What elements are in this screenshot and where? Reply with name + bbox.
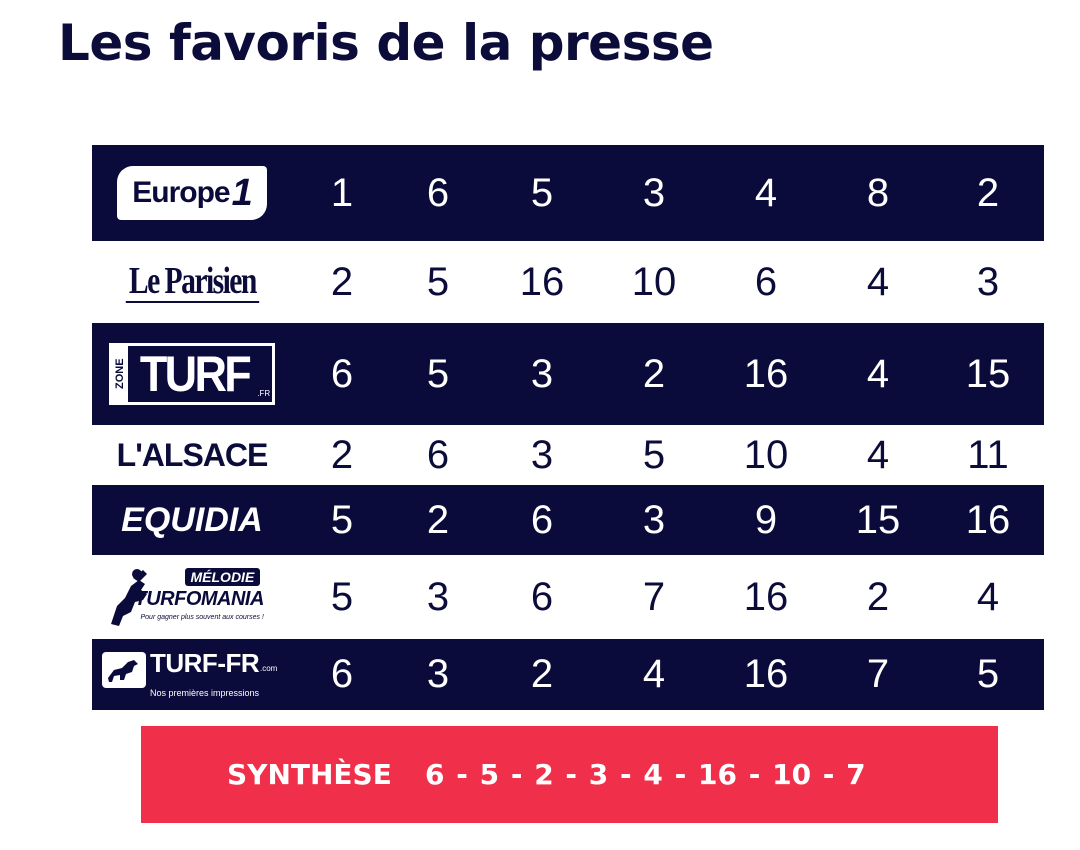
pick-number: 7 [642, 574, 666, 619]
logo-slogan: Pour gagner plus souvent aux courses ! [140, 614, 264, 621]
logo-cell: Europe 1 [92, 145, 292, 241]
synthese-label: SYNTHÈSE [227, 758, 392, 791]
logo-cell: MÉLODIE TURFOMANIA Pour gagner plus souv… [92, 555, 292, 639]
logo-suffix: .FR [257, 389, 271, 398]
table-row-l-alsace: L'ALSACE 2 6 3 5 10 4 11 [92, 425, 1044, 485]
pick-number: 6 [330, 652, 354, 696]
pick-number: 5 [330, 574, 354, 619]
pick-number: 5 [426, 259, 450, 304]
pick-number: 7 [866, 652, 890, 696]
horse-icon [108, 659, 138, 682]
logo-text: TURF [139, 346, 252, 402]
table-row-le-parisien: Le Parisien 2 5 16 10 6 4 3 [92, 241, 1044, 323]
pick-number: 5 [530, 170, 554, 215]
pick-number: 4 [866, 432, 890, 477]
pick-number: 16 [519, 259, 565, 304]
table-row-melodie-turfomania: MÉLODIE TURFOMANIA Pour gagner plus souv… [92, 555, 1044, 639]
page-title: Les favoris de la presse [58, 14, 714, 72]
pick-number: 3 [426, 574, 450, 619]
logo-tagline: Nos premières impressions [150, 687, 260, 698]
pick-number: 5 [426, 351, 450, 396]
synthese-sequence: 6 - 5 - 2 - 3 - 4 - 16 - 10 - 7 [425, 758, 866, 791]
table-row-europe1: Europe 1 1 6 5 3 4 8 2 [92, 145, 1044, 241]
table-row-equidia: EQUIDIA 5 2 6 3 9 15 16 [92, 485, 1044, 555]
logo-text: TURF-FR [150, 647, 260, 678]
pick-number: 3 [642, 170, 666, 215]
pick-number: 16 [743, 652, 789, 696]
press-favorites-table: Europe 1 1 6 5 3 4 8 2 Le Parisien 2 5 16… [92, 145, 1044, 710]
logo-text: TURFOMANIA [134, 588, 265, 610]
pick-number: 5 [976, 652, 1000, 696]
zone-turf-logo: ZONE TURF .FR [108, 343, 276, 405]
table-row-zone-turf: ZONE TURF .FR 6 5 3 2 16 4 15 [92, 323, 1044, 425]
pick-number: 4 [642, 652, 666, 696]
pick-number: 6 [330, 351, 354, 396]
pick-number: 15 [965, 351, 1011, 396]
pick-number: 4 [754, 170, 778, 215]
logo-cell: ZONE TURF .FR [92, 323, 292, 425]
pick-number: 2 [330, 432, 354, 477]
pick-number: 6 [754, 259, 778, 304]
pick-number: 3 [976, 259, 1000, 304]
logo-suffix: .com [260, 663, 278, 673]
pick-number: 3 [530, 432, 554, 477]
logo-prefix: ZONE [111, 346, 128, 402]
pick-number: 5 [642, 432, 666, 477]
pick-number: 5 [330, 497, 354, 542]
turf-fr-badge [102, 651, 146, 688]
europe1-logo: Europe 1 [117, 166, 267, 220]
pick-number: 15 [855, 497, 901, 542]
l-alsace-logo: L'ALSACE [116, 436, 269, 473]
pick-number: 3 [530, 351, 554, 396]
logo-cell: Le Parisien [92, 241, 292, 323]
pick-number: 16 [965, 497, 1011, 542]
le-parisien-logo: Le Parisien [125, 261, 259, 303]
pick-number: 9 [754, 497, 778, 542]
pick-number: 6 [530, 497, 554, 542]
pick-number: 1 [330, 170, 354, 215]
table-row-turf-fr: TURF-FR .com Nos premières impressions 6… [92, 639, 1044, 710]
pick-number: 11 [967, 432, 1009, 477]
pick-number: 6 [426, 170, 450, 215]
pick-number: 16 [743, 574, 789, 619]
pick-number: 3 [642, 497, 666, 542]
pick-number: 3 [426, 652, 450, 696]
melodie-turfomania-logo: MÉLODIE TURFOMANIA Pour gagner plus souv… [105, 566, 280, 628]
logo-text: Europe [132, 176, 230, 209]
pick-number: 4 [976, 574, 1000, 619]
pick-number: 2 [976, 170, 1000, 215]
pick-number: 2 [330, 259, 354, 304]
pick-number: 8 [866, 170, 890, 215]
equidia-logo: EQUIDIA [121, 500, 263, 539]
turf-fr-logo: TURF-FR .com Nos premières impressions [102, 648, 282, 702]
pick-number: 2 [530, 652, 554, 696]
pick-number: 6 [426, 432, 450, 477]
pick-number: 2 [642, 351, 666, 396]
pick-number: 10 [631, 259, 677, 304]
pick-number: 4 [866, 259, 890, 304]
logo-cell: L'ALSACE [92, 425, 292, 485]
pick-number: 2 [866, 574, 890, 619]
jockey-horse-icon [110, 569, 147, 626]
pick-number: 2 [426, 497, 450, 542]
logo-badge: MÉLODIE [184, 568, 261, 586]
pick-number: 16 [743, 351, 789, 396]
pick-number: 4 [866, 351, 890, 396]
logo-cell: TURF-FR .com Nos premières impressions [92, 639, 292, 710]
pick-number: 10 [743, 432, 789, 477]
logo-text-suffix: 1 [231, 171, 253, 214]
pick-number: 6 [530, 574, 554, 619]
synthese-bar: SYNTHÈSE 6 - 5 - 2 - 3 - 4 - 16 - 10 - 7 [141, 726, 998, 823]
logo-cell: EQUIDIA [92, 485, 292, 555]
